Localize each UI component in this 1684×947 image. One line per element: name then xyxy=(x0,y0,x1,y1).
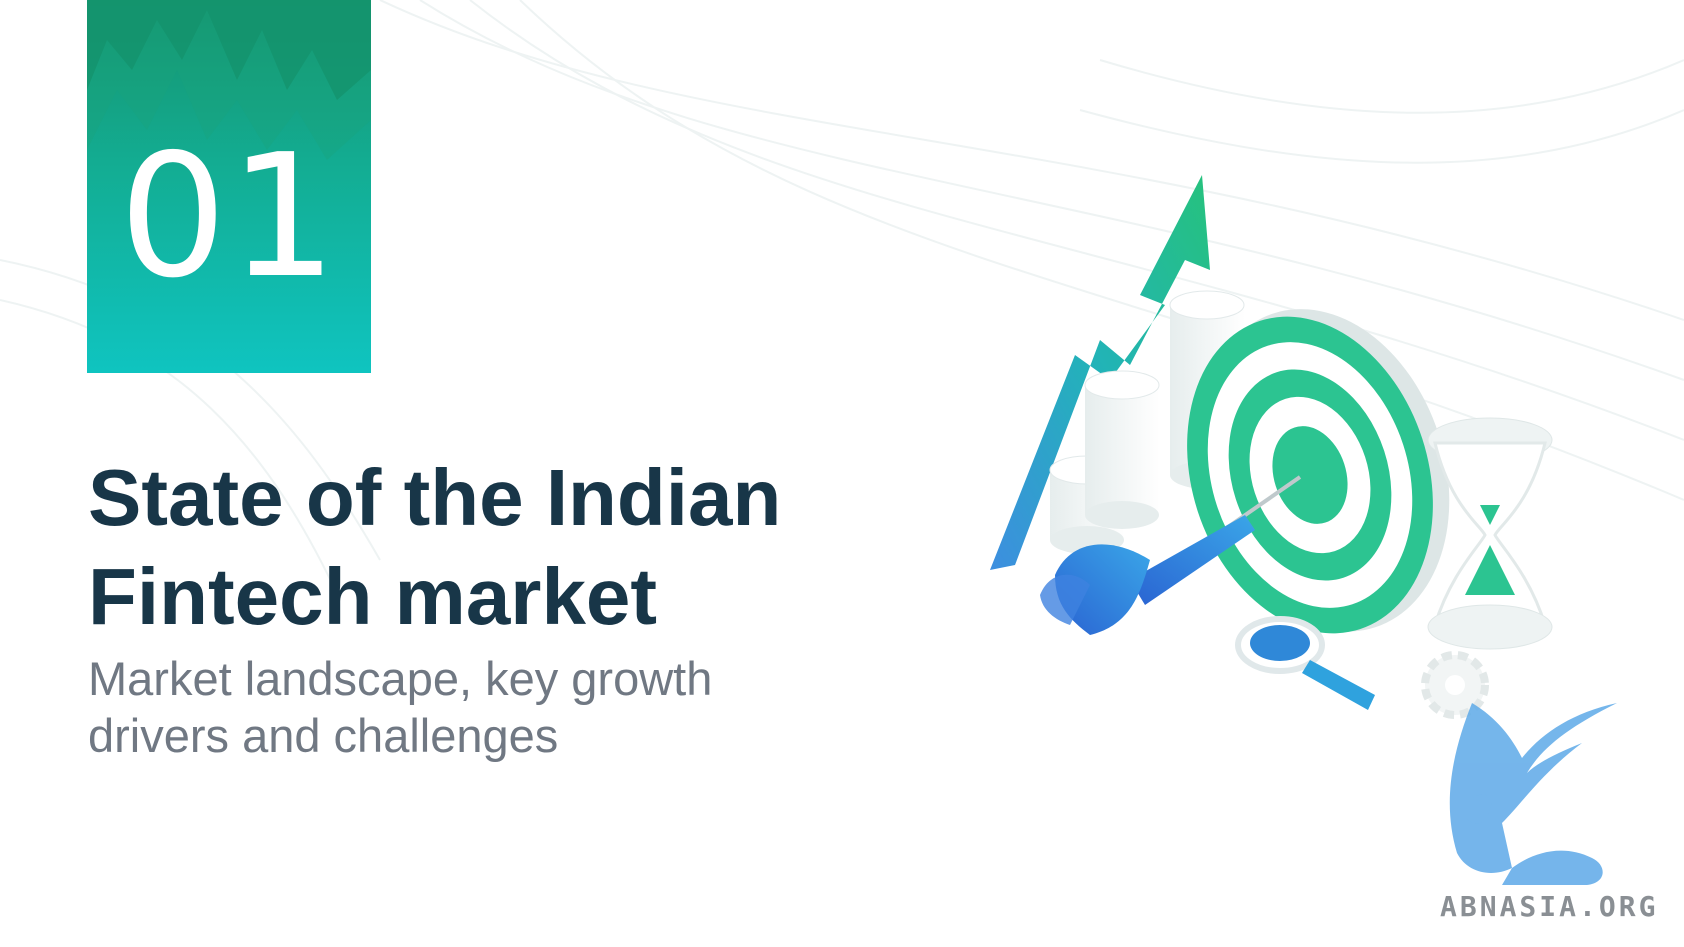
section-number-tile: 01 xyxy=(87,0,371,373)
slide-subtitle-line-2: drivers and challenges xyxy=(88,709,559,762)
slide-title-line-1: State of the Indian xyxy=(88,453,782,542)
magnifier-icon xyxy=(1235,616,1375,710)
dart-icon xyxy=(1040,475,1302,635)
watermark-text: ABNASIA.ORG xyxy=(1440,890,1659,923)
tile-mountains-decoration xyxy=(87,0,371,160)
target-icon xyxy=(1187,309,1450,634)
gear-icon xyxy=(1421,651,1489,719)
slide-subtitle: Market landscape, key growth drivers and… xyxy=(88,650,788,764)
slide-subtitle-line-1: Market landscape, key growth xyxy=(88,652,713,705)
slide-title: State of the Indian Fintech market xyxy=(88,448,848,646)
section-number: 01 xyxy=(118,118,340,316)
growth-target-illustration xyxy=(990,175,1553,719)
growth-arrow-icon xyxy=(990,175,1210,570)
hourglass-icon xyxy=(1427,417,1553,650)
slide-title-line-2: Fintech market xyxy=(88,552,658,641)
griffin-logo-icon xyxy=(1449,703,1617,885)
